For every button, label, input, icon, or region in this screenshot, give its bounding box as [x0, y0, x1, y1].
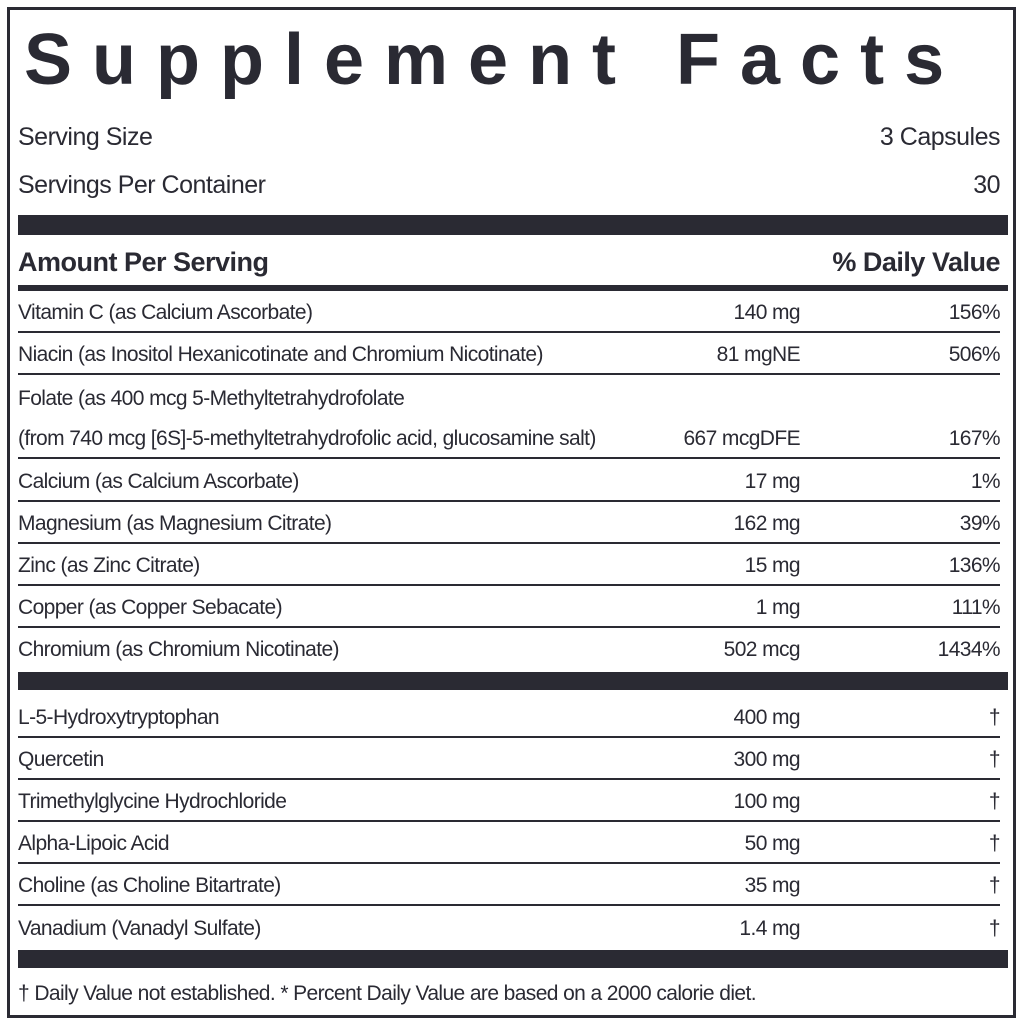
ingredient-row: Quercetin 300 mg †	[18, 742, 1001, 780]
nutrient-row: Vitamin C (as Calcium Ascorbate) 140 mg 15…	[18, 295, 1001, 333]
nutrient-row: Chromium (as Chromium Nicotinate) 502 mcg…	[18, 632, 1001, 668]
serving-size-row: Serving Size 3 Capsules	[18, 119, 1001, 155]
nutrient-amount: 1 mg	[755, 596, 801, 619]
nutrient-name: Vitamin C (as Calcium Ascorbate)	[18, 301, 313, 324]
nutrient-name: Magnesium (as Magnesium Citrate)	[18, 512, 332, 535]
servings-per-container-label: Servings Per Container	[18, 171, 266, 199]
nutrient-dv: 39%	[959, 512, 1001, 535]
nutrient-dv: 1%	[970, 470, 1001, 493]
thick-divider	[18, 672, 1008, 690]
ingredient-dv: †	[988, 790, 1001, 813]
nutrient-amount: 81 mgNE	[716, 343, 801, 366]
nutrient-dv: 1434%	[937, 638, 1001, 661]
nutrient-dv: 156%	[948, 301, 1001, 324]
nutrient-name: Folate (as 400 mcg 5-Methyltetrahydrofol…	[18, 387, 405, 410]
footnote: † Daily Value not established. * Percent…	[18, 982, 757, 1005]
ingredient-amount: 400 mg	[733, 706, 801, 729]
ingredient-name: Trimethylglycine Hydrochloride	[18, 790, 287, 813]
ingredient-dv: †	[988, 874, 1001, 897]
daily-value-header: % Daily Value	[832, 247, 1000, 277]
nutrient-dv: 136%	[948, 554, 1001, 577]
ingredient-dv: †	[988, 917, 1001, 940]
nutrient-dv: 167%	[948, 427, 1001, 450]
ingredient-amount: 300 mg	[733, 748, 801, 771]
nutrient-row: Zinc (as Zinc Citrate) 15 mg 136%	[18, 548, 1001, 586]
nutrient-amount: 17 mg	[744, 470, 801, 493]
ingredient-row: Choline (as Choline Bitartrate) 35 mg †	[18, 868, 1001, 906]
nutrient-row: Folate (as 400 mcg 5-Methyltetrahydrofol…	[18, 381, 1000, 417]
ingredient-dv: †	[988, 832, 1001, 855]
nutrient-amount: 162 mg	[733, 512, 801, 535]
ingredient-amount: 100 mg	[733, 790, 801, 813]
nutrient-dv: 506%	[948, 343, 1001, 366]
serving-size-value: 3 Capsules	[879, 123, 1001, 151]
nutrient-name: Chromium (as Chromium Nicotinate)	[18, 638, 340, 661]
nutrient-row: Copper (as Copper Sebacate) 1 mg 111%	[18, 590, 1001, 628]
ingredient-dv: †	[988, 748, 1001, 771]
nutrient-name: Calcium (as Calcium Ascorbate)	[18, 470, 299, 493]
nutrient-amount: 502 mcg	[723, 638, 801, 661]
ingredient-amount: 50 mg	[744, 832, 801, 855]
label-title: Supplement Facts	[24, 20, 965, 100]
ingredient-amount: 1.4 mg	[739, 917, 800, 940]
servings-per-container-row: Servings Per Container 30	[18, 167, 1000, 203]
nutrient-row: Magnesium (as Magnesium Citrate) 162 mg 39…	[18, 506, 1001, 544]
ingredient-dv: †	[988, 706, 1001, 729]
label-frame	[7, 7, 1016, 1018]
thick-divider	[18, 215, 1008, 235]
nutrient-row: Niacin (as Inositol Hexanicotinate and C…	[18, 337, 1001, 375]
nutrient-name: Copper (as Copper Sebacate)	[18, 596, 283, 619]
ingredient-row: L-5-Hydroxytryptophan 400 mg †	[18, 700, 1001, 738]
nutrient-name: Niacin (as Inositol Hexanicotinate and C…	[18, 343, 543, 366]
ingredient-name: Vanadium (Vanadyl Sulfate)	[18, 917, 261, 940]
nutrient-name: (from 740 mcg [6S]-5-methyltetrahydrofol…	[18, 427, 596, 450]
thick-divider	[18, 950, 1008, 968]
ingredient-name: Alpha-Lipoic Acid	[18, 832, 170, 855]
nutrient-name: Zinc (as Zinc Citrate)	[18, 554, 200, 577]
nutrient-dv: 111%	[951, 596, 1001, 619]
ingredient-name: Quercetin	[18, 748, 104, 771]
ingredient-row: Alpha-Lipoic Acid 50 mg †	[18, 826, 1001, 864]
column-header: Amount Per Serving % Daily Value	[18, 244, 1000, 280]
nutrient-amount: 140 mg	[733, 301, 801, 324]
ingredient-name: L-5-Hydroxytryptophan	[18, 706, 220, 729]
nutrient-amount: 667 mcgDFE	[683, 427, 800, 450]
ingredient-amount: 35 mg	[744, 874, 801, 897]
nutrient-row: (from 740 mcg [6S]-5-methyltetrahydrofol…	[18, 421, 1001, 459]
amount-per-serving-header: Amount Per Serving	[18, 247, 269, 277]
ingredient-row: Vanadium (Vanadyl Sulfate) 1.4 mg †	[18, 911, 1001, 947]
nutrient-amount: 15 mg	[744, 554, 801, 577]
medium-divider	[18, 285, 1008, 291]
serving-size-label: Serving Size	[18, 123, 153, 151]
nutrient-row: Calcium (as Calcium Ascorbate) 17 mg 1%	[18, 464, 1001, 502]
ingredient-name: Choline (as Choline Bitartrate)	[18, 874, 281, 897]
ingredient-row: Trimethylglycine Hydrochloride 100 mg †	[18, 784, 1001, 822]
servings-per-container-value: 30	[973, 171, 1000, 199]
